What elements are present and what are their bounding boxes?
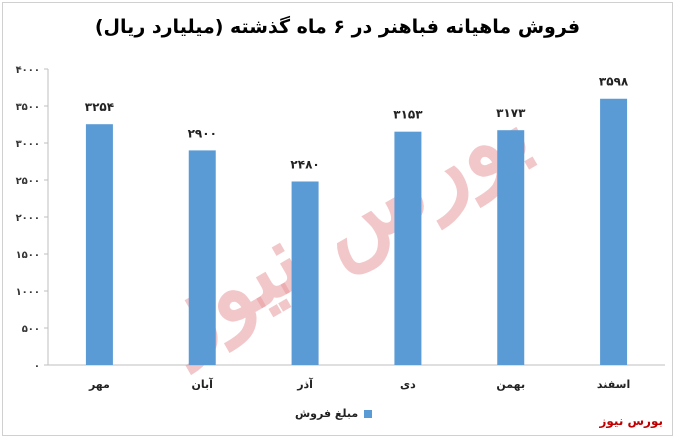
y-tick-label: ۱۵۰۰: [16, 250, 40, 261]
x-tick-label: آذر: [296, 377, 313, 391]
bar: [291, 181, 319, 365]
bar: [394, 131, 422, 365]
bar: [85, 124, 113, 365]
x-tick-label: آبان: [192, 377, 214, 391]
data-label: ۳۲۵۴: [85, 100, 114, 114]
y-tick-label: ۲۰۰۰: [16, 213, 40, 224]
data-label: ۳۱۵۳: [393, 108, 423, 122]
y-tick-label: ۴۰۰۰: [16, 65, 40, 76]
bar: [188, 150, 216, 365]
y-tick-label: ۵۰۰: [22, 324, 40, 335]
data-label: ۳۵۹۸: [599, 75, 629, 89]
y-tick-label: ۲۵۰۰: [16, 176, 40, 187]
data-label: ۳۱۷۳: [496, 106, 526, 120]
legend-label: مبلغ فروش: [295, 407, 359, 420]
data-label: ۲۴۸۰: [290, 157, 319, 171]
y-tick-label: ۰: [34, 361, 40, 372]
x-tick-label: اسفند: [597, 378, 630, 391]
y-tick-label: ۱۰۰۰: [16, 287, 40, 298]
legend-swatch: [364, 409, 373, 418]
chart-title: فروش ماهیانه فباهنر در ۶ ماه گذشته (میلی…: [94, 16, 581, 38]
bar: [497, 130, 525, 365]
x-tick-label: بهمن: [496, 378, 525, 391]
y-tick-label: ۳۵۰۰: [16, 102, 40, 113]
source-label: بورس نیوز: [599, 414, 663, 428]
chart-legend: مبلغ فروش: [295, 407, 373, 420]
bar: [600, 98, 628, 366]
data-label: ۲۹۰۰: [188, 126, 217, 140]
x-tick-label: دی: [400, 378, 416, 391]
x-tick-label: مهر: [88, 378, 110, 391]
y-tick-label: ۳۰۰۰: [16, 139, 40, 150]
